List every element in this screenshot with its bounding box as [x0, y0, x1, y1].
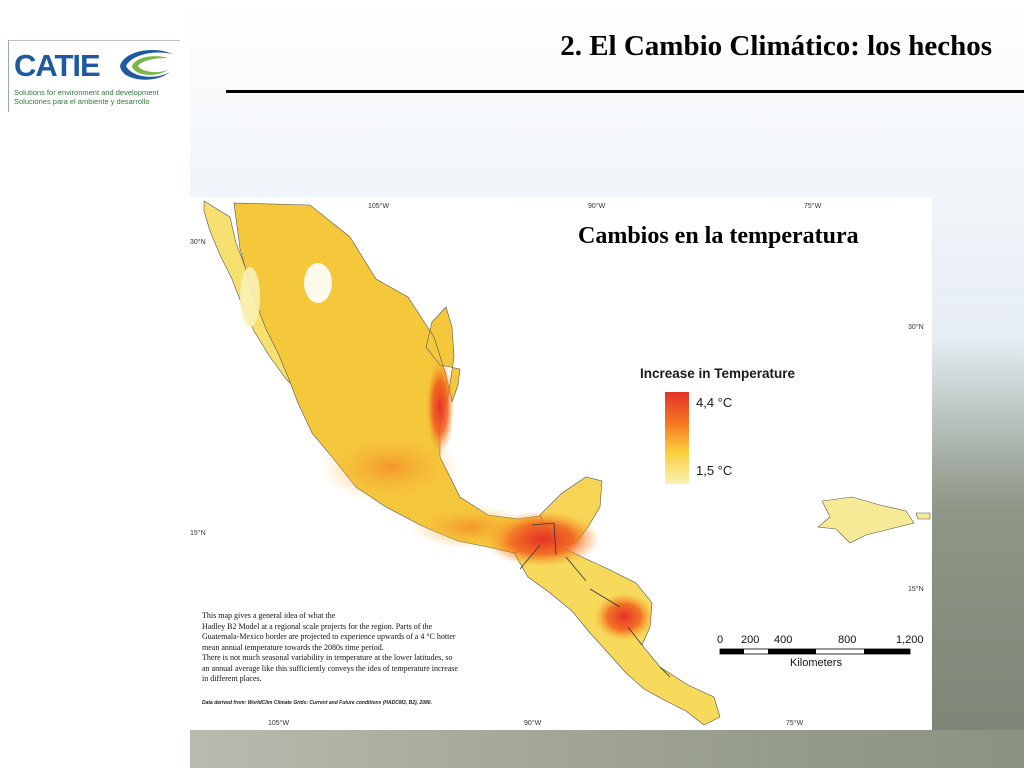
note-line: This map gives a general idea of what th…: [202, 611, 336, 620]
legend-high-label: 4,4 °C: [696, 395, 733, 410]
catie-logo: [8, 40, 181, 112]
graticule-top-75w: 75°W: [804, 203, 822, 210]
graticule-top-90w: 90°W: [588, 203, 606, 210]
logo-tagline-es: Soluciones para el ambiente y desarrollo: [14, 97, 150, 106]
ground-background: [190, 730, 1024, 768]
note-line: Hadley B2 Model at a regional scale proj…: [202, 621, 433, 631]
hotspot-gulf: [426, 359, 454, 455]
graticule-bottom-105w: 105°W: [268, 720, 290, 727]
puerto-rico: [915, 512, 931, 520]
scale-tick-1200: 1,200: [896, 634, 924, 646]
logo-rule: [8, 40, 180, 41]
scale-bar: [719, 648, 911, 655]
country-borders: [519, 522, 671, 678]
graticule-left-15n: 15°N: [190, 530, 206, 537]
swoosh-icon: [120, 50, 172, 80]
graticule-right-15n: 15°N: [908, 586, 924, 593]
legend-color-bar: [665, 392, 689, 484]
mexico-mainland: [233, 202, 599, 554]
logo-tagline-en: Solutions for environment and developmen…: [14, 88, 159, 97]
legend-title: Increase in Temperature: [640, 366, 796, 381]
hispaniola: [817, 496, 915, 544]
note-line: mean annual temperature towards the 2080…: [202, 642, 384, 652]
title-rule: [226, 90, 1024, 93]
graticule-bottom-90w: 90°W: [524, 720, 542, 727]
note-line: in different places.: [202, 674, 262, 683]
cool-area-baja: [240, 267, 260, 327]
graticule-bottom-75w: 75°W: [786, 720, 804, 727]
scale-tick-200: 200: [741, 634, 760, 646]
map-graphic: [203, 200, 931, 726]
cool-area-north: [304, 263, 332, 303]
graticule-right-30n: 30°N: [908, 324, 924, 331]
logo-wordmark: CATIE: [14, 48, 101, 83]
map-subtitle: Cambios en la temperatura: [578, 223, 859, 250]
temperature-map: Cambios en la temperatura 105°W 90°W 75°…: [190, 197, 932, 730]
legend-low-label: 1,5 °C: [696, 463, 733, 478]
graticule-top-105w: 105°W: [368, 203, 390, 210]
hotspot-honduras: [594, 593, 654, 641]
map-source: Data derived from: WorldClim Climate Gri…: [202, 700, 432, 706]
scale-tick-800: 800: [838, 634, 857, 646]
warm-south-mexico: [410, 505, 530, 549]
scale-tick-400: 400: [774, 634, 793, 646]
note-line: Guatemala-Mexico border are projected to…: [202, 632, 456, 641]
warm-central-mexico: [320, 431, 460, 503]
slide-title: 2. El Cambio Climático: los hechos: [560, 30, 992, 62]
scale-tick-0: 0: [717, 634, 724, 646]
forest-background: [930, 340, 1024, 768]
map-note: This map gives a general idea of what th…: [202, 611, 517, 685]
note-line: There is not much seasonal variability i…: [202, 653, 453, 662]
note-line: an annual average like this sufficiently…: [202, 663, 458, 673]
graticule-left-30n: 30°N: [190, 239, 206, 246]
scale-unit: Kilometers: [790, 657, 842, 669]
